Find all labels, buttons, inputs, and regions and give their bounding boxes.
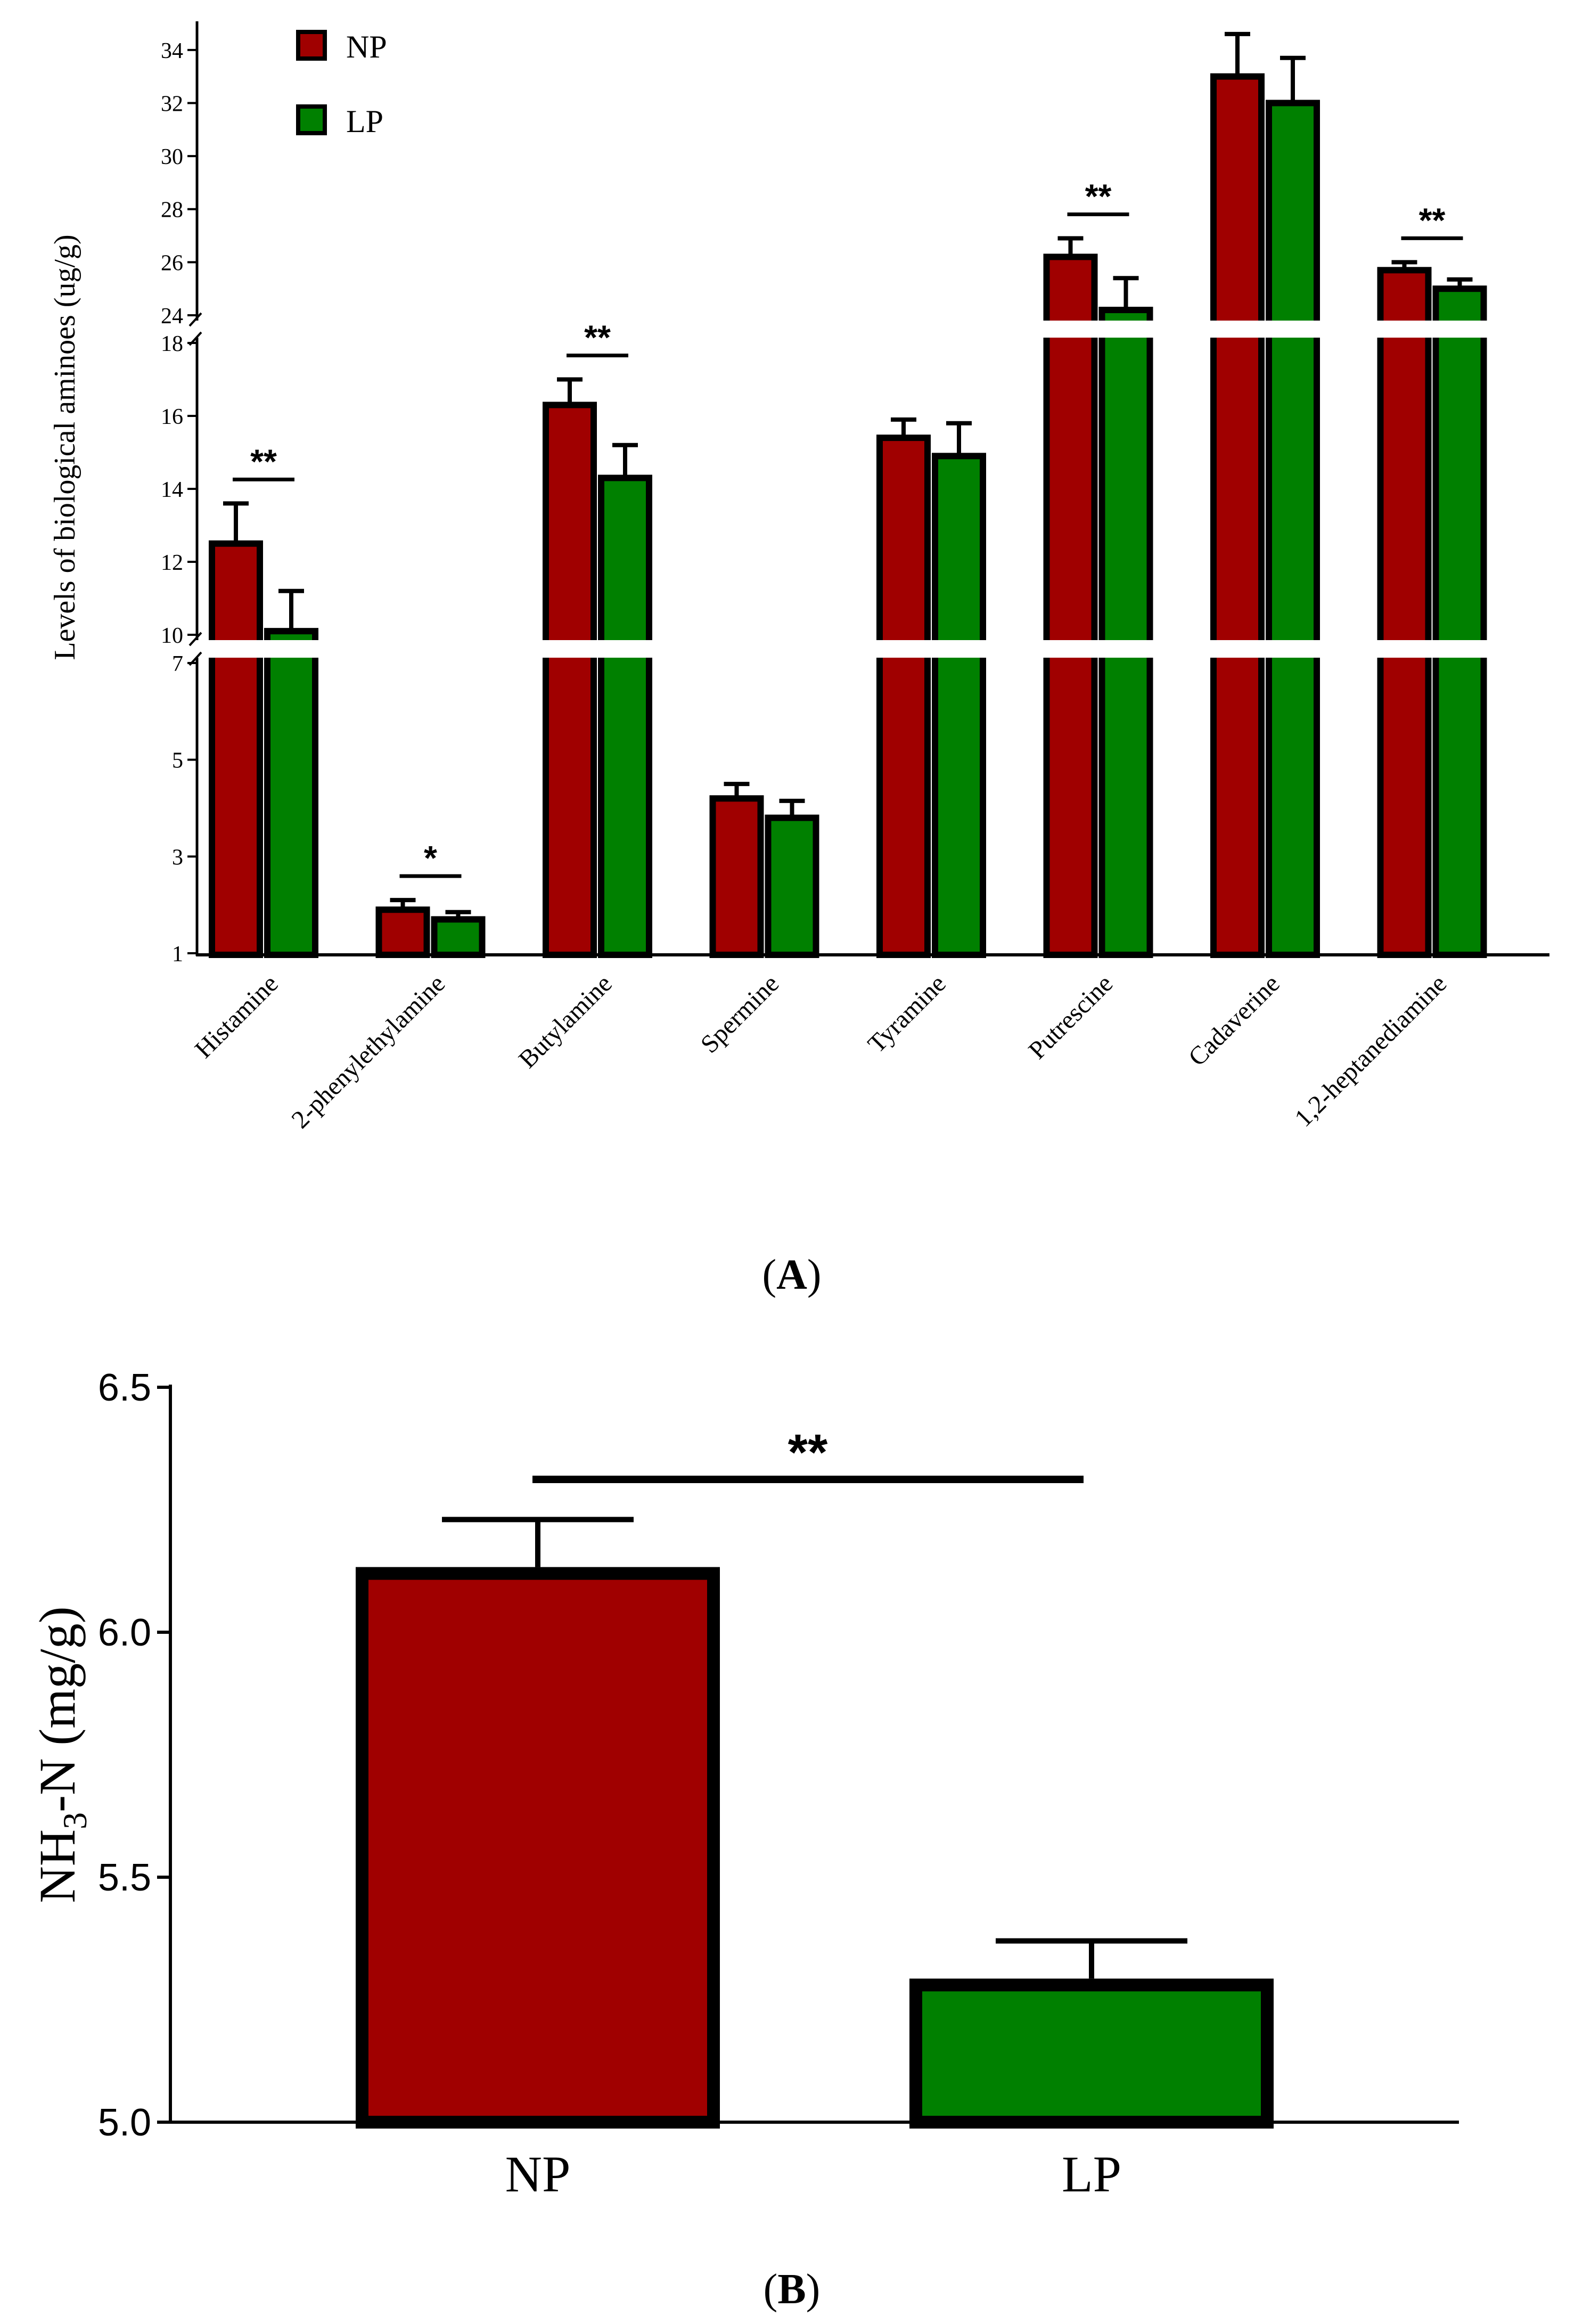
bar-lp-0 bbox=[264, 628, 318, 958]
axis-break-mark bbox=[188, 651, 202, 666]
panel-a-chart: 1 3 5 7 10 12 14 16 18 24 26 28 30 32 34 Levels of biol… bbox=[48, 21, 1551, 1298]
significance-label: ** bbox=[788, 1424, 828, 1481]
category-label-np: NP bbox=[505, 2146, 571, 2203]
bar-np-5 bbox=[1043, 253, 1098, 958]
bar-lp-5 bbox=[1098, 307, 1153, 958]
y-axis-title: Levels of biological aminoes (ug/g) bbox=[48, 234, 81, 660]
y-tick-label: 1 bbox=[172, 942, 183, 967]
bar-lp bbox=[909, 1978, 1274, 2129]
legend-swatch-lp bbox=[296, 104, 327, 135]
y-tick-label: 5.5 bbox=[98, 1856, 151, 1899]
significance-label: ** bbox=[584, 318, 611, 357]
bar-np bbox=[356, 1567, 720, 2129]
category-label: 1,2-heptanediamine bbox=[1289, 969, 1452, 1132]
bar-np-1 bbox=[375, 906, 430, 958]
category-label: Butylamine bbox=[513, 969, 618, 1074]
category-label: Spermine bbox=[695, 969, 785, 1059]
y-tick-label: 24 bbox=[161, 304, 183, 329]
y-tick-label: 6.5 bbox=[98, 1366, 151, 1409]
y-tick-label: 3 bbox=[172, 845, 183, 870]
significance-label: ** bbox=[1419, 201, 1446, 239]
panel-label-a: (A) bbox=[762, 1251, 821, 1298]
bar-np-0 bbox=[209, 540, 263, 958]
y-tick-label: 7 bbox=[172, 652, 183, 676]
significance-label: ** bbox=[1085, 177, 1112, 216]
significance-label: * bbox=[424, 839, 437, 877]
axis-break-mark bbox=[188, 632, 202, 647]
bar-np-4 bbox=[876, 435, 931, 958]
y-tick-label: 26 bbox=[161, 251, 183, 275]
category-label: Histamine bbox=[190, 969, 284, 1063]
legend-label-lp: LP bbox=[346, 104, 383, 139]
y-tick-label: 5.0 bbox=[98, 2101, 151, 2144]
panel-label-b: (B) bbox=[764, 2266, 821, 2313]
bar-np-3 bbox=[709, 795, 764, 959]
legend-swatch-np bbox=[296, 30, 327, 61]
y-tick-label: 10 bbox=[161, 624, 183, 648]
y-tick-label: 34 bbox=[161, 39, 183, 63]
bar-lp-6 bbox=[1266, 100, 1320, 958]
y-tick-label: 14 bbox=[161, 478, 183, 502]
bar-np-6 bbox=[1210, 73, 1265, 959]
category-label: Putrescine bbox=[1023, 969, 1118, 1065]
axis-break-mark bbox=[188, 312, 202, 327]
y-tick-label: 5 bbox=[172, 749, 183, 773]
y-tick-label: 16 bbox=[161, 405, 183, 429]
category-label: Tyramine bbox=[863, 969, 952, 1058]
bar-lp-4 bbox=[932, 453, 986, 958]
y-tick-label: 12 bbox=[161, 551, 183, 575]
bar-lp-1 bbox=[431, 916, 486, 958]
y-tick-label: 18 bbox=[161, 332, 183, 356]
bar-lp-2 bbox=[598, 474, 652, 958]
axis-break-mark bbox=[188, 331, 202, 346]
bar-lp-7 bbox=[1432, 285, 1487, 959]
bar-np-7 bbox=[1377, 267, 1432, 958]
significance-label: ** bbox=[250, 442, 277, 480]
bar-np-2 bbox=[543, 402, 597, 959]
y-tick-label: 30 bbox=[161, 145, 183, 169]
y-tick-label: 28 bbox=[161, 198, 183, 223]
category-label: Cadaverine bbox=[1183, 969, 1285, 1071]
category-label-lp: LP bbox=[1062, 2146, 1121, 2203]
y-tick-label: 32 bbox=[161, 92, 183, 116]
legend-label-np: NP bbox=[346, 29, 387, 64]
panel-b-chart: 5.0 5.5 6.0 6.5 NH3-N (mg/g) NP LP ** (B) bbox=[29, 1366, 1459, 2313]
axis-break-band bbox=[195, 640, 1551, 658]
y-axis-title: NH3-N (mg/g) bbox=[29, 1606, 94, 1903]
axis-break-band bbox=[195, 321, 1551, 338]
category-label: 2-phenylethylamine bbox=[286, 969, 450, 1134]
y-tick-label: 6.0 bbox=[98, 1611, 151, 1654]
bar-lp-3 bbox=[765, 814, 819, 958]
